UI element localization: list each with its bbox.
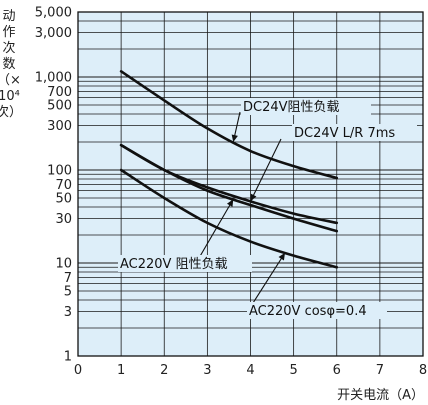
- x-tick-label: 3: [203, 363, 211, 378]
- annotation-label: AC220V cosφ=0.4: [249, 304, 367, 319]
- y-tick-label: 1,000: [35, 71, 72, 86]
- x-tick-label: 6: [333, 363, 341, 378]
- annotation-leader: [252, 252, 286, 304]
- annotation-label-bg: [247, 302, 387, 319]
- annotation-arrowhead: [231, 134, 238, 142]
- y-axis-label-part: 数: [2, 57, 15, 72]
- x-tick-label: 1: [117, 363, 125, 378]
- y-axis-label-part: 次）: [0, 104, 22, 120]
- annotations: DC24V阻性负载 DC24V L/R 7ms AC220V 阻性负载 AC220V …: [118, 98, 417, 319]
- annotation-leader: [250, 138, 282, 202]
- y-axis-label-part: 作: [2, 25, 15, 40]
- x-tick-label: 7: [376, 363, 384, 378]
- y-tick-label: 700: [47, 85, 72, 100]
- annotation-arrowhead: [226, 199, 234, 207]
- plot-frame: [77, 11, 424, 357]
- annotation-arrowhead: [278, 252, 285, 261]
- y-tick-label: 10: [55, 257, 72, 272]
- annotation-label-bg: [241, 98, 371, 115]
- annotation-arrowhead: [250, 193, 257, 202]
- x-gridlines: [120, 12, 381, 356]
- y-axis-label-part: 10⁴: [0, 89, 20, 104]
- annotation-label: DC24V L/R 7ms: [294, 126, 395, 141]
- series-line: [119, 168, 339, 269]
- series-line: [119, 143, 339, 233]
- x-tick-label: 8: [419, 363, 427, 378]
- y-tick-label: 1: [64, 350, 72, 365]
- x-tick-label: 5: [289, 363, 297, 378]
- y-axis-label-part: 动: [2, 9, 15, 24]
- annotation-label-bg: [292, 124, 417, 141]
- annotation-leader: [198, 199, 234, 259]
- y-tick-label: 100: [47, 164, 72, 179]
- y-tick-label: 5,000: [35, 6, 72, 21]
- annotation-label: AC220V 阻性负载: [120, 257, 228, 272]
- y-tick-label: 300: [47, 119, 72, 134]
- x-tick-label: 0: [74, 363, 82, 378]
- y-axis-label-part: （×: [0, 73, 21, 88]
- annotation-label: DC24V阻性负载: [243, 100, 340, 115]
- y-tick-label: 7: [64, 271, 72, 286]
- y-tick-label: 70: [55, 178, 72, 193]
- x-axis-label: 开关电流（A）: [337, 388, 424, 403]
- series-lines: [119, 70, 339, 269]
- y-tick-label: 500: [47, 98, 72, 113]
- y-tick-label: 50: [55, 191, 72, 206]
- y-tick-label: 5: [64, 284, 72, 299]
- x-tick-labels: 0 1 2 3 4 5 6 7 8: [74, 363, 427, 378]
- x-tick-label: 4: [246, 363, 254, 378]
- x-tick-label: 2: [160, 363, 168, 378]
- y-axis-label-part: 次: [2, 40, 15, 56]
- annotation-label-bg: [118, 255, 252, 272]
- y-tick-label: 3: [64, 305, 72, 320]
- y-tick-label: 30: [55, 212, 72, 227]
- y-tick-label: 3,000: [35, 26, 72, 41]
- series-line: [119, 70, 339, 180]
